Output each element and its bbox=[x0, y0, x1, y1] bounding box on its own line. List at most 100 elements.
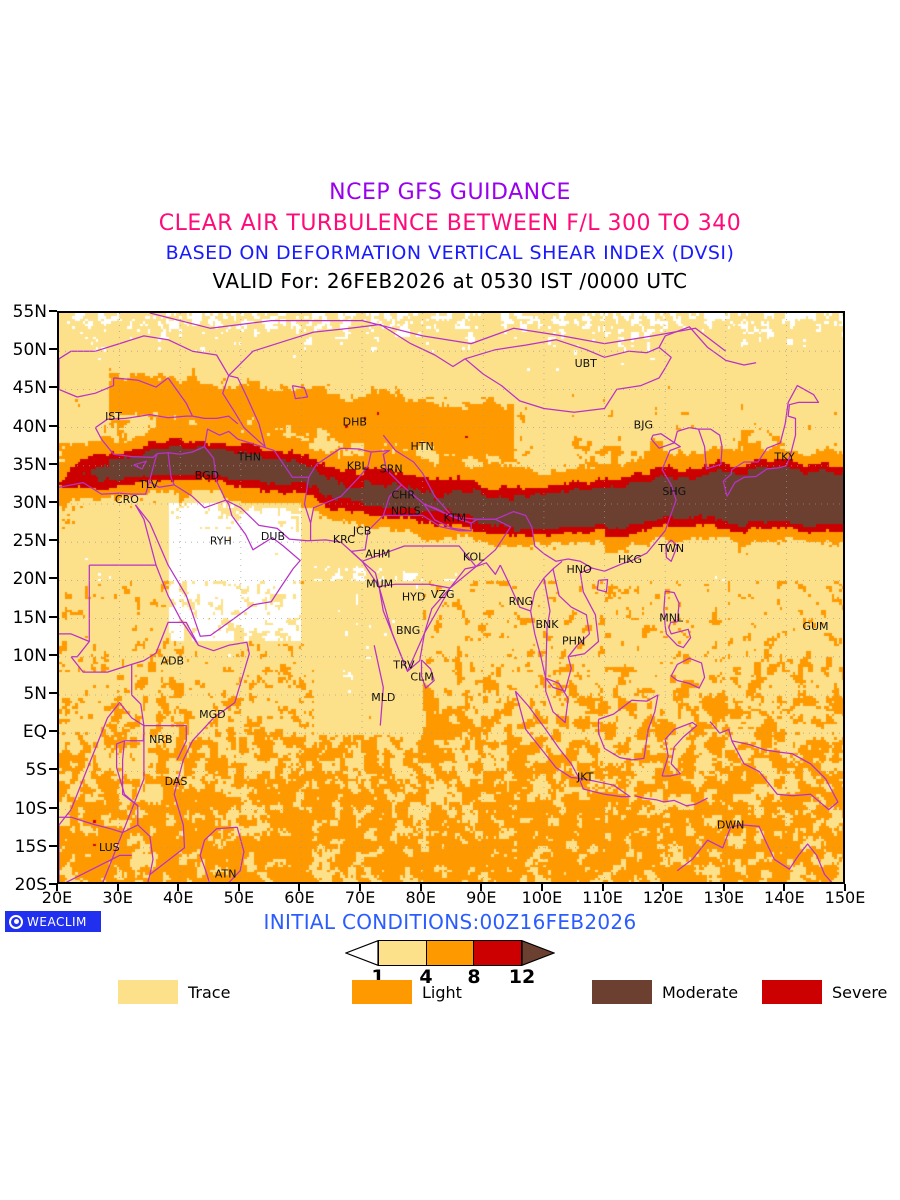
lon-tick-label: 60E bbox=[284, 888, 315, 907]
coastline bbox=[228, 323, 466, 377]
lat-tick bbox=[49, 577, 57, 580]
coastline bbox=[94, 427, 158, 459]
lon-tick bbox=[722, 884, 725, 891]
coastline bbox=[709, 721, 733, 741]
colorbar-segment bbox=[426, 941, 475, 965]
coastline bbox=[65, 854, 132, 882]
coastline bbox=[121, 740, 139, 807]
lon-tick bbox=[237, 884, 240, 891]
city-code-label: TWN bbox=[657, 542, 684, 555]
city-code-label: TLV bbox=[138, 478, 159, 491]
colorbar-under-arrow bbox=[345, 940, 379, 966]
lat-tick-label: 40N bbox=[12, 416, 47, 437]
coastline bbox=[134, 504, 250, 882]
coastline bbox=[225, 499, 352, 552]
lat-tick bbox=[49, 348, 57, 351]
city-code-label: JCB bbox=[352, 525, 371, 538]
coastline bbox=[137, 824, 154, 875]
coastline bbox=[543, 577, 551, 679]
coastline bbox=[350, 550, 501, 672]
logo-ring-icon bbox=[9, 914, 23, 929]
colorbar-over-arrow bbox=[521, 940, 555, 966]
logo-text: WEACLIM bbox=[27, 914, 87, 929]
lat-tick bbox=[49, 424, 57, 427]
city-code-label: LUS bbox=[99, 841, 120, 854]
city-code-label: HTN bbox=[410, 440, 433, 453]
city-code-label: BNK bbox=[535, 618, 559, 631]
coastline bbox=[59, 377, 115, 398]
city-code-label: SHG bbox=[662, 485, 686, 498]
city-code-label: BGD bbox=[195, 469, 219, 482]
lat-tick-label: 30N bbox=[12, 493, 47, 513]
lon-tick-label: 100E bbox=[521, 888, 563, 907]
city-code-label: TRV bbox=[392, 658, 415, 671]
coastline bbox=[634, 795, 708, 807]
coastline bbox=[423, 503, 472, 532]
city-code-label: KTM bbox=[444, 512, 467, 525]
legend-label: Light bbox=[422, 982, 462, 1002]
city-code-label: DUB bbox=[261, 530, 285, 543]
coastline bbox=[133, 460, 147, 470]
coastline bbox=[361, 545, 477, 567]
legend-swatch bbox=[352, 980, 412, 1004]
coastline bbox=[420, 659, 435, 689]
coastline bbox=[676, 824, 833, 882]
title-line-valid-time: VALID For: 26FEB2026 at 0530 IST /0000 U… bbox=[212, 269, 688, 293]
city-code-label: TKY bbox=[773, 450, 795, 463]
lon-tick-label: 150E bbox=[824, 888, 866, 907]
colorbar-tick: 8 bbox=[467, 966, 481, 988]
coastline bbox=[597, 694, 659, 761]
lat-tick bbox=[49, 653, 57, 656]
city-code-label: NRB bbox=[149, 733, 172, 746]
city-code-label: THN bbox=[237, 450, 261, 463]
city-code-label: BNG bbox=[396, 624, 420, 637]
legend-item: Trace bbox=[118, 980, 230, 1004]
legend-item: Light bbox=[352, 980, 462, 1004]
lat-tick-label: 10S bbox=[14, 798, 47, 819]
coastline bbox=[143, 724, 187, 761]
legend-label: Severe bbox=[832, 982, 888, 1002]
legend-item: Moderate bbox=[592, 980, 738, 1004]
coastline bbox=[149, 313, 727, 352]
coastline bbox=[70, 621, 199, 673]
coastline bbox=[514, 690, 580, 779]
coastline bbox=[71, 565, 90, 658]
lat-tick bbox=[49, 806, 57, 809]
city-code-label: SRN bbox=[380, 463, 403, 476]
lon-tick-label: 90E bbox=[466, 888, 497, 907]
lon-tick-label: 130E bbox=[703, 888, 745, 907]
lon-tick-label: 20E bbox=[41, 888, 73, 907]
turbulence-shading-layer bbox=[59, 313, 843, 882]
lon-tick-label: 140E bbox=[764, 888, 805, 907]
lat-tick-label: 45N bbox=[12, 378, 47, 399]
lat-tick-label: 50N bbox=[12, 340, 47, 361]
coastline bbox=[670, 657, 706, 689]
city-code-label: HNO bbox=[566, 563, 592, 576]
lon-tick bbox=[56, 884, 58, 891]
lat-tick-label: 10N bbox=[12, 645, 47, 666]
city-code-label: CLM bbox=[410, 670, 433, 683]
coastline bbox=[464, 346, 672, 413]
city-code-label: RYH bbox=[210, 534, 232, 547]
lat-tick bbox=[49, 883, 57, 885]
lon-tick-label: 110E bbox=[582, 888, 623, 907]
coastline bbox=[596, 578, 609, 593]
lat-tick-label: 20N bbox=[12, 569, 47, 590]
city-code-label: AHM bbox=[365, 547, 390, 560]
city-code-label: KOL bbox=[463, 551, 485, 564]
city-code-label: MUM bbox=[366, 577, 393, 590]
lon-tick-label: 80E bbox=[405, 888, 436, 907]
lon-tick-label: 120E bbox=[642, 888, 684, 907]
city-code-label: UBT bbox=[575, 357, 598, 370]
coastline bbox=[95, 413, 193, 429]
coastline bbox=[378, 583, 451, 589]
lon-tick-label: 70E bbox=[344, 888, 376, 907]
coastline bbox=[663, 590, 692, 649]
city-code-label: HYD bbox=[402, 590, 425, 603]
title-line-method: BASED ON DEFORMATION VERTICAL SHEAR INDE… bbox=[165, 242, 735, 264]
lon-tick bbox=[419, 884, 422, 891]
coastline bbox=[134, 499, 301, 637]
coastline bbox=[59, 335, 230, 390]
legend-swatch bbox=[762, 980, 822, 1004]
